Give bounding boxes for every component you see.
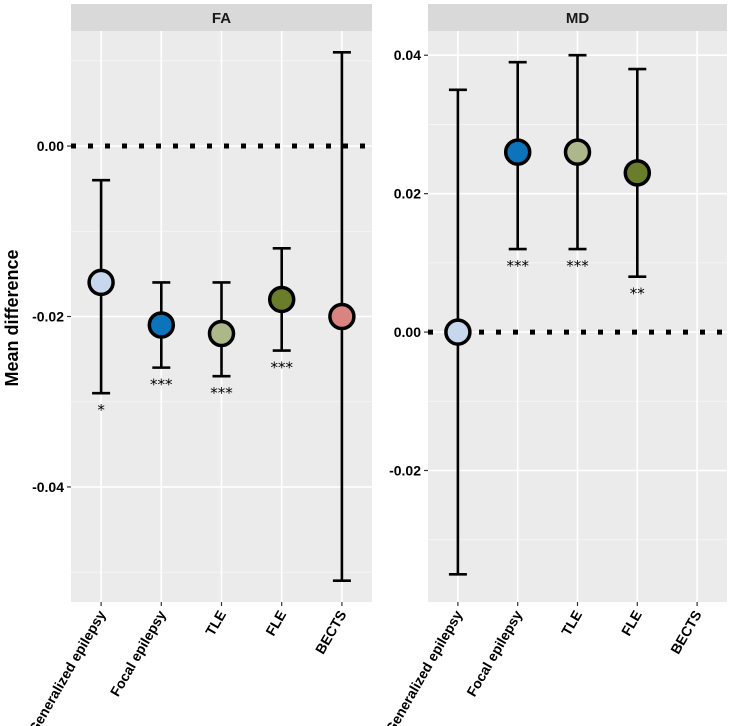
estimate-fle: *** — [267, 247, 296, 377]
y-axis-label: Mean difference — [2, 249, 22, 386]
y-tick-label: -0.02 — [32, 309, 64, 325]
mean-point — [267, 285, 296, 314]
mean-point — [147, 311, 176, 339]
x-tick-label: Focal epilepsy — [107, 607, 169, 699]
x-tick-label: FLE — [262, 608, 289, 639]
y-tick-label: 0.00 — [394, 324, 421, 340]
significance-label: *** — [506, 257, 529, 275]
panel-strip — [428, 4, 727, 31]
x-tick-label: BECTS — [667, 608, 705, 657]
mean-point — [207, 319, 236, 348]
significance-label: ** — [630, 285, 646, 303]
estimate-fle: ** — [623, 67, 652, 303]
mean-point — [444, 318, 472, 346]
mean-point — [563, 138, 592, 166]
panel-title: FA — [212, 10, 231, 27]
x-tick-label: Generalized epilepsy — [25, 607, 109, 726]
mean-point — [503, 138, 532, 166]
significance-label: * — [97, 401, 105, 419]
significance-label: *** — [270, 359, 293, 377]
panel-fa: FA 0.00 -0.02 -0.04 Generalized epilepsyFoca… — [25, 4, 372, 726]
significance-label: *** — [210, 384, 233, 402]
x-tick-label: Generalized epilepsy — [382, 607, 466, 726]
y-tick-label: -0.02 — [389, 462, 421, 478]
panel-title: MD — [566, 10, 589, 27]
estimate-focal-epilepsy: *** — [147, 281, 176, 394]
mean-point — [328, 302, 356, 331]
mean-point — [623, 159, 652, 187]
significance-label: *** — [150, 376, 173, 394]
estimate-focal-epilepsy: *** — [503, 60, 532, 275]
x-tick-label: FLE — [618, 608, 645, 639]
estimate-generalized-epilepsy — [444, 88, 472, 576]
estimate-bects — [328, 51, 356, 582]
estimate-generalized-epilepsy: * — [87, 178, 115, 419]
estimate-tle: *** — [207, 281, 236, 402]
y-tick-label: -0.04 — [32, 479, 64, 495]
y-tick-label: 0.04 — [394, 47, 421, 63]
panel-strip — [71, 4, 372, 31]
estimate-tle: *** — [563, 53, 592, 275]
x-tick-label: BECTS — [312, 608, 350, 657]
significance-label: *** — [566, 257, 589, 275]
y-tick-label: 0.02 — [394, 186, 421, 202]
x-tick-label: TLE — [558, 608, 585, 639]
x-tick-label: TLE — [202, 608, 229, 639]
y-tick-label: 0.00 — [37, 138, 64, 154]
mean-point — [87, 268, 115, 297]
x-tick-label: Focal epilepsy — [463, 607, 525, 699]
